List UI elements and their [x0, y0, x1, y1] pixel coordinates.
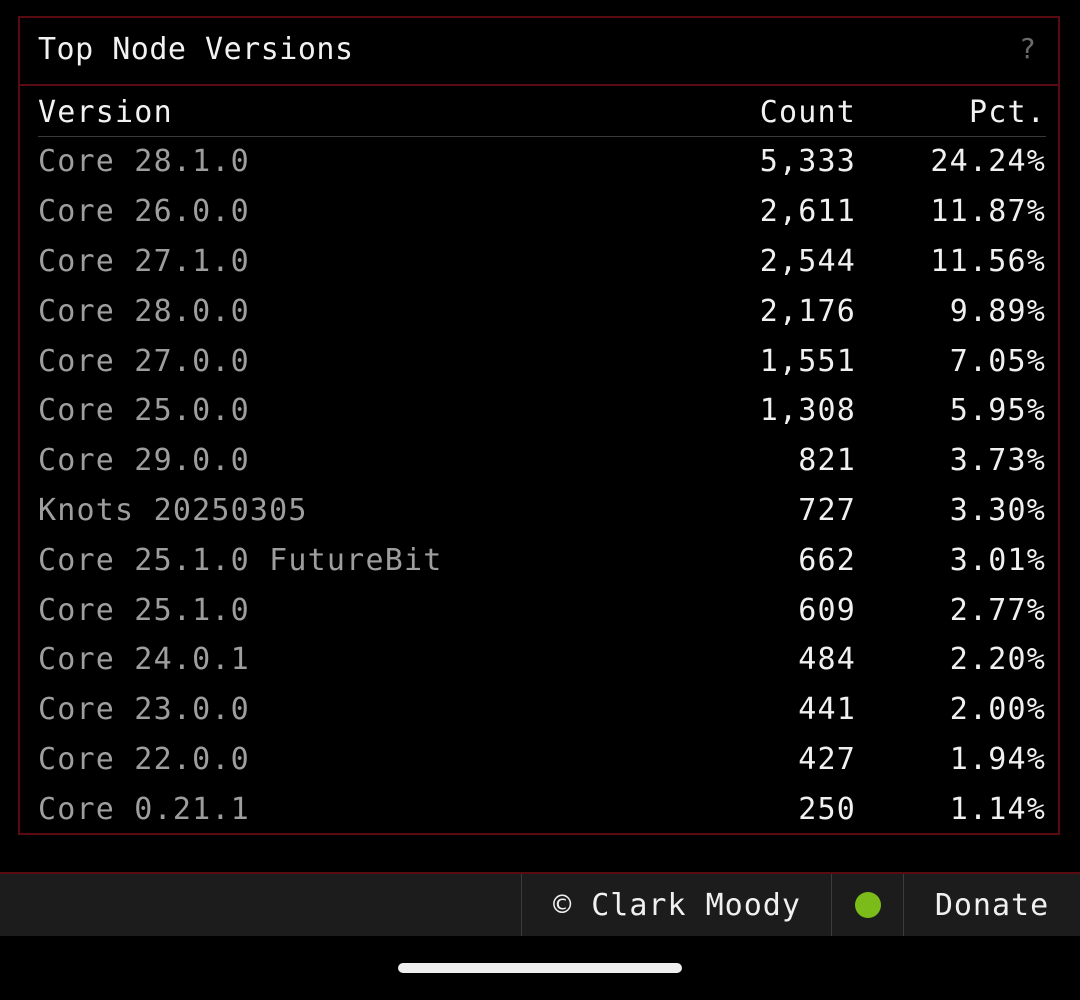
pct-cell: 11.87%	[930, 194, 1046, 230]
count-cell: 609	[798, 592, 856, 628]
header-version[interactable]: Version	[38, 88, 636, 137]
count-cell: 2,611	[759, 194, 856, 230]
header-pct[interactable]: Pct.	[856, 88, 1046, 137]
help-icon[interactable]: ?	[1019, 32, 1036, 65]
version-cell: Core 27.1.0	[38, 243, 250, 279]
pct-cell: 24.24%	[930, 144, 1046, 180]
version-cell: Core 22.0.0	[38, 741, 250, 777]
pct-cell: 7.05%	[949, 343, 1046, 379]
table-row: Core 27.1.0 2,544 11.56%	[38, 237, 1046, 287]
panel-header: Top Node Versions ?	[20, 18, 1058, 86]
version-cell: Core 0.21.1	[38, 791, 250, 827]
count-cell: 662	[798, 542, 856, 578]
pct-cell: 9.89%	[949, 293, 1046, 329]
version-cell: Core 24.0.1	[38, 642, 250, 678]
version-cell: Core 28.1.0	[38, 144, 250, 180]
version-cell: Core 25.1.0	[38, 592, 250, 628]
pct-cell: 11.56%	[930, 243, 1046, 279]
version-cell: Core 26.0.0	[38, 194, 250, 230]
count-cell: 1,308	[759, 393, 856, 429]
panel-title: Top Node Versions	[38, 32, 354, 67]
version-cell: Core 29.0.0	[38, 443, 250, 479]
donate-button[interactable]: Donate	[903, 874, 1080, 936]
table-row: Core 25.1.0 609 2.77%	[38, 585, 1046, 635]
versions-table-body: Core 28.1.0 5,333 24.24% Core 26.0.0 2,6…	[38, 137, 1046, 835]
count-cell: 1,551	[759, 343, 856, 379]
copyright-link[interactable]: © Clark Moody	[521, 874, 832, 936]
pct-cell: 3.30%	[949, 492, 1046, 528]
table-row: Core 28.0.0 2,176 9.89%	[38, 286, 1046, 336]
table-row: Core 27.0.0 1,551 7.05%	[38, 336, 1046, 386]
count-cell: 250	[798, 791, 856, 827]
count-cell: 5,333	[759, 144, 856, 180]
table-row: Core 23.0.0 441 2.00%	[38, 685, 1046, 735]
version-cell: Core 25.1.0 FutureBit	[38, 542, 443, 578]
count-cell: 2,544	[759, 243, 856, 279]
table-row: Core 25.0.0 1,308 5.95%	[38, 386, 1046, 436]
table-row: Core 29.0.0 821 3.73%	[38, 436, 1046, 486]
status-dot-icon	[855, 892, 881, 918]
count-cell: 484	[798, 642, 856, 678]
version-cell: Core 27.0.0	[38, 343, 250, 379]
pct-cell: 3.73%	[949, 443, 1046, 479]
connection-status	[831, 874, 904, 936]
table-header-row: Version Count Pct.	[38, 88, 1046, 137]
count-cell: 727	[798, 492, 856, 528]
pct-cell: 5.95%	[949, 393, 1046, 429]
table-row: Core 24.0.1 484 2.20%	[38, 635, 1046, 685]
table-row: Core 0.21.1 250 1.14%	[38, 784, 1046, 834]
header-count[interactable]: Count	[636, 88, 856, 137]
table-row: Core 25.1.0 FutureBit 662 3.01%	[38, 535, 1046, 585]
table-row: Core 26.0.0 2,611 11.87%	[38, 187, 1046, 237]
versions-table: Version Count Pct. Core 28.1.0 5,333 24.…	[38, 88, 1046, 834]
pct-cell: 3.01%	[949, 542, 1046, 578]
version-cell: Knots 20250305	[38, 492, 308, 528]
count-cell: 2,176	[759, 293, 856, 329]
pct-cell: 2.00%	[949, 692, 1046, 728]
count-cell: 427	[798, 741, 856, 777]
pct-cell: 2.20%	[949, 642, 1046, 678]
table-row: Core 22.0.0 427 1.94%	[38, 735, 1046, 785]
pct-cell: 2.77%	[949, 592, 1046, 628]
count-cell: 821	[798, 443, 856, 479]
version-cell: Core 28.0.0	[38, 293, 250, 329]
pct-cell: 1.94%	[949, 741, 1046, 777]
table-row: Core 28.1.0 5,333 24.24%	[38, 137, 1046, 187]
count-cell: 441	[798, 692, 856, 728]
table-row: Knots 20250305 727 3.30%	[38, 486, 1046, 536]
home-indicator[interactable]	[398, 963, 682, 973]
pct-cell: 1.14%	[949, 791, 1046, 827]
version-cell: Core 25.0.0	[38, 393, 250, 429]
footer-bar: © Clark Moody Donate	[0, 872, 1080, 936]
version-cell: Core 23.0.0	[38, 692, 250, 728]
top-node-versions-panel: Top Node Versions ? Version Count Pct. C…	[18, 16, 1060, 835]
